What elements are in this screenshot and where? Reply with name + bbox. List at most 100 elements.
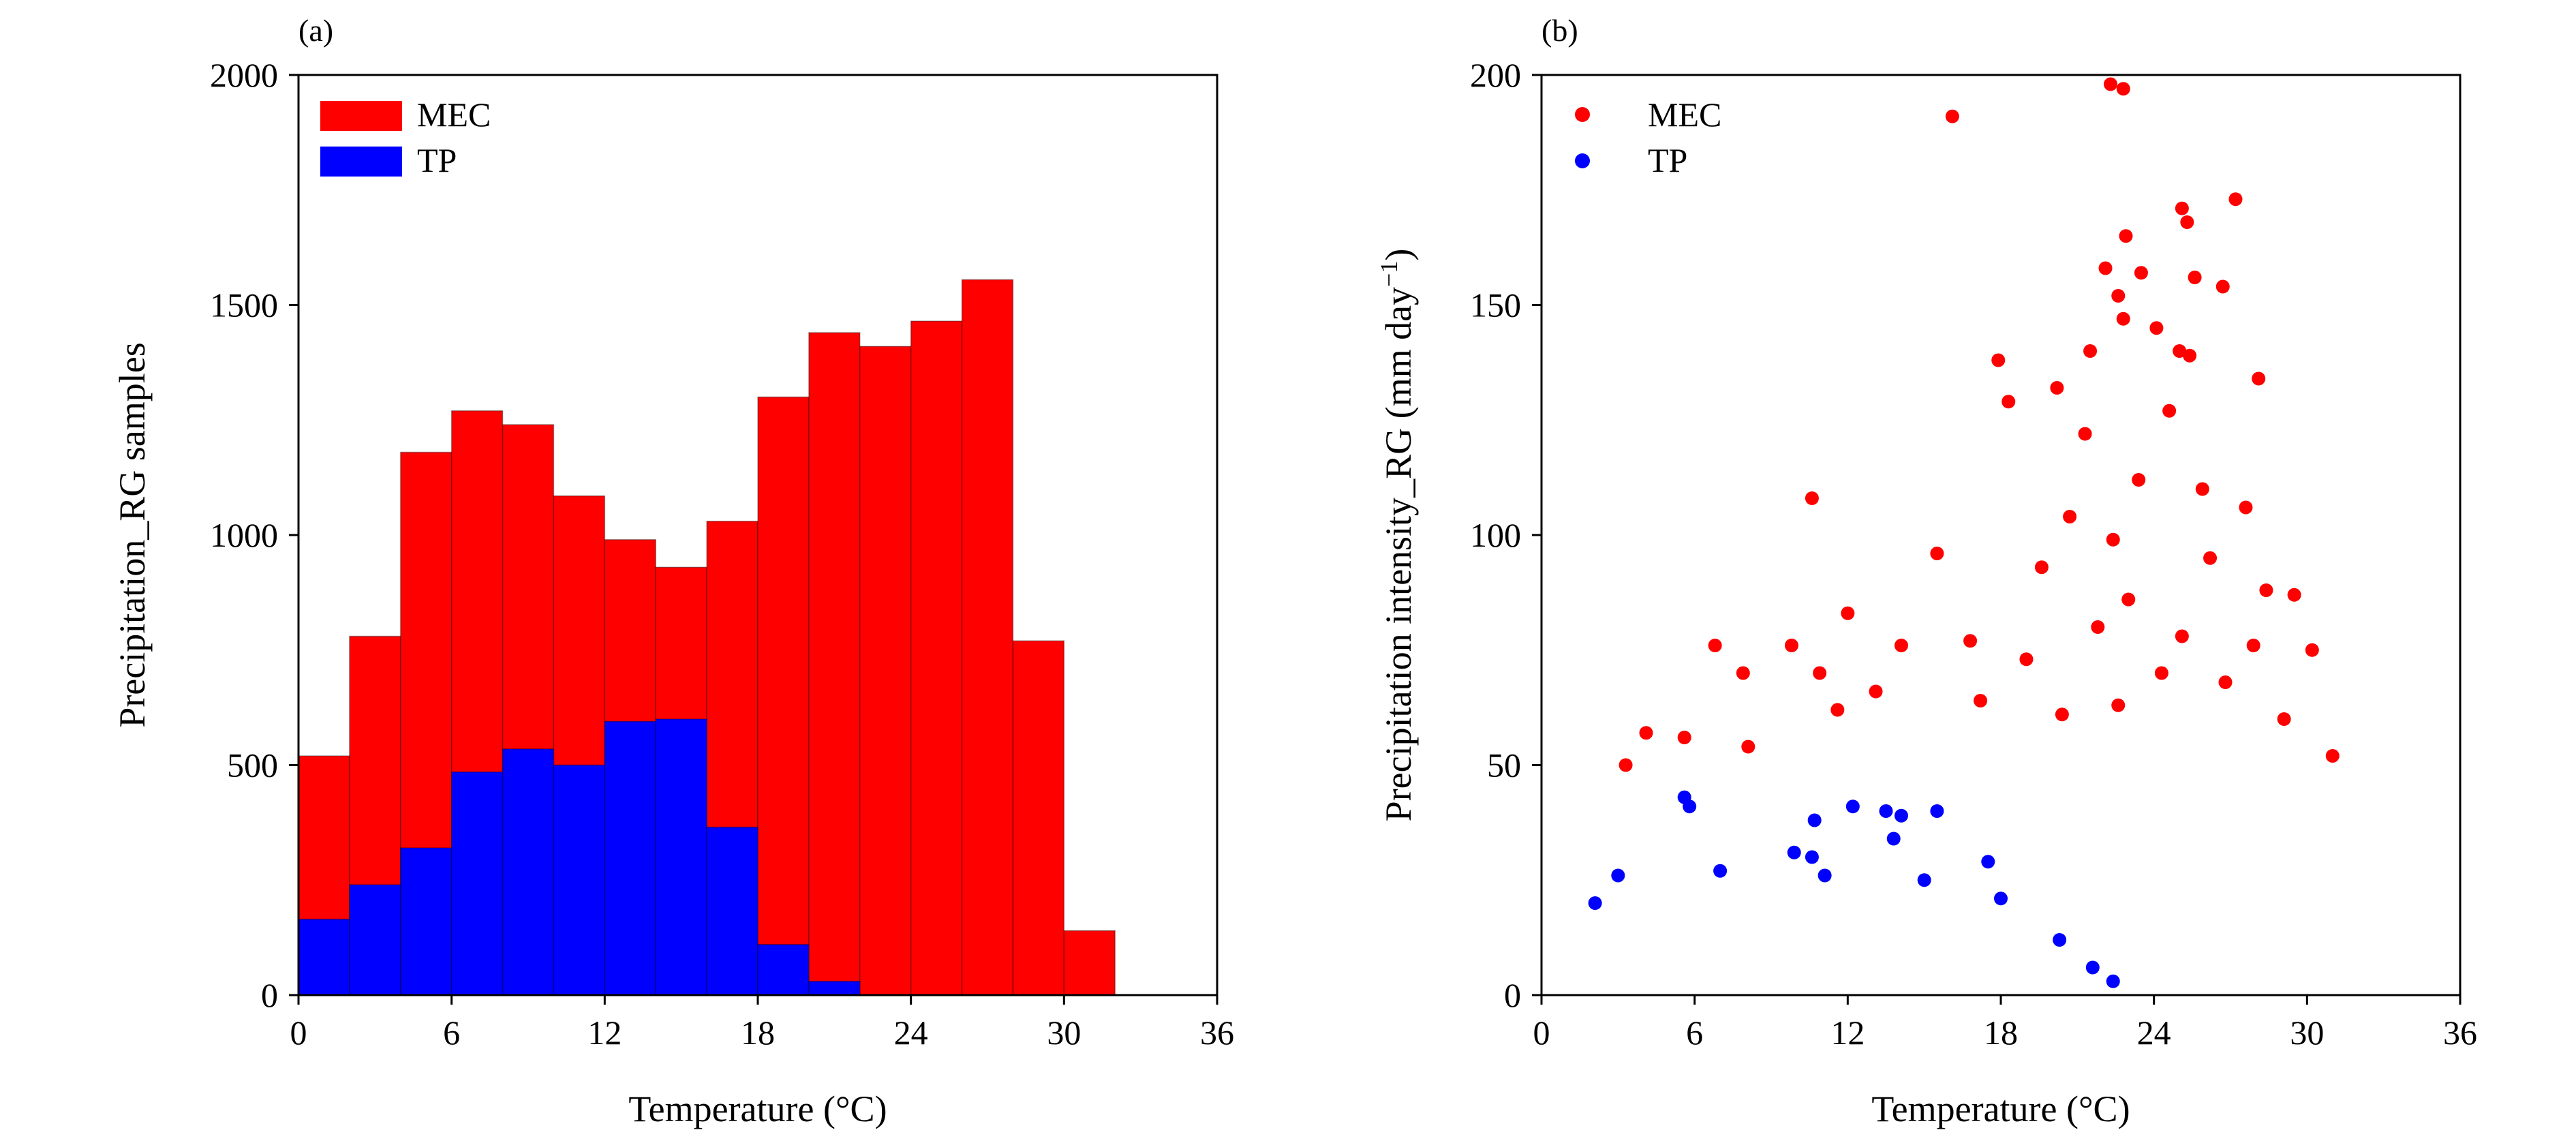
point-tp bbox=[1818, 868, 1832, 883]
point-mec bbox=[2132, 473, 2146, 487]
point-mec bbox=[2119, 229, 2133, 243]
panel-b-ylabel: Precipitation intensity_RG (mm day−1) bbox=[1375, 249, 1419, 822]
point-mec bbox=[1930, 547, 1944, 560]
legend-swatch-tp bbox=[320, 147, 402, 177]
point-mec bbox=[2121, 592, 2136, 607]
bar-tp bbox=[808, 981, 861, 996]
panel-a-xtick-label: 30 bbox=[1047, 1014, 1081, 1052]
point-tp bbox=[1879, 804, 1893, 818]
bar-tp bbox=[450, 771, 504, 996]
point-mec bbox=[2175, 201, 2189, 215]
bar-mec bbox=[808, 332, 861, 996]
point-tp bbox=[1930, 804, 1944, 818]
point-mec bbox=[2218, 675, 2233, 689]
bar-tp bbox=[502, 748, 555, 996]
panel-b-ylabel-sup: −1 bbox=[1375, 261, 1402, 287]
point-mec bbox=[1784, 639, 1798, 652]
point-mec bbox=[2034, 560, 2049, 575]
point-mec bbox=[2063, 510, 2077, 523]
panel-b-ytick-label: 50 bbox=[1487, 746, 1521, 784]
point-mec bbox=[1619, 758, 1633, 772]
bar-mec bbox=[757, 396, 810, 996]
panel-b-ytick-label: 150 bbox=[1470, 286, 1521, 324]
panel-b-xtick-label: 0 bbox=[1533, 1014, 1550, 1052]
panel-a-ytick-label: 0 bbox=[261, 976, 278, 1014]
point-mec bbox=[1869, 684, 1883, 699]
point-mec bbox=[2002, 395, 2016, 409]
point-tp bbox=[1588, 896, 1602, 910]
point-mec bbox=[2116, 311, 2130, 326]
panel-b-axes: 0 6 12 18 24 30 36 0 50 100 150 200 bbox=[1470, 56, 2477, 1052]
point-mec bbox=[1708, 639, 1722, 652]
point-mec bbox=[2173, 344, 2187, 358]
point-tp bbox=[2085, 960, 2100, 975]
point-mec bbox=[1963, 634, 1978, 648]
legend-label-tp-b: TP bbox=[1648, 141, 1687, 179]
point-mec bbox=[1677, 731, 1691, 744]
panel-b-scatter: (b) 0 6 12 18 24 30 36 0 50 100 150 200 Temperature… bbox=[1375, 13, 2477, 1129]
panel-a-axes: 0 6 12 18 24 30 36 0 500 1000 1500 2000 bbox=[210, 56, 1234, 1052]
point-mec bbox=[1805, 491, 1819, 505]
point-mec bbox=[2104, 77, 2118, 91]
point-mec bbox=[1639, 726, 1653, 740]
point-mec bbox=[2091, 620, 2105, 634]
panel-b-ytick-label: 200 bbox=[1470, 56, 1521, 94]
point-mec bbox=[1741, 740, 1755, 754]
panel-b-xlabel: Temperature (°C) bbox=[1871, 1088, 2130, 1129]
point-mec bbox=[2083, 344, 2098, 358]
legend-swatch-mec bbox=[320, 101, 402, 131]
point-mec bbox=[2154, 666, 2168, 680]
point-mec bbox=[2162, 403, 2177, 418]
bar-tp bbox=[298, 918, 350, 996]
panel-a-ytick-label: 1000 bbox=[210, 516, 278, 554]
bar-tp bbox=[706, 826, 758, 996]
panel-b-xtick-label: 30 bbox=[2290, 1014, 2324, 1052]
point-mec bbox=[2098, 261, 2113, 275]
point-tp bbox=[1894, 808, 1908, 823]
legend-label-mec-b: MEC bbox=[1648, 95, 1721, 134]
panel-a-xtick-label: 0 bbox=[290, 1014, 307, 1052]
point-tp bbox=[1805, 850, 1819, 864]
point-mec bbox=[2106, 532, 2120, 547]
bar-tp bbox=[757, 944, 810, 996]
legend-marker-tp bbox=[1575, 153, 1590, 168]
legend-marker-mec bbox=[1575, 107, 1590, 122]
point-tp bbox=[1994, 891, 2008, 906]
point-mec bbox=[2325, 749, 2340, 763]
point-mec bbox=[2134, 266, 2148, 280]
point-mec bbox=[1974, 694, 1988, 707]
panel-b-xtick-label: 36 bbox=[2443, 1014, 2477, 1052]
panel-a-bars bbox=[298, 279, 1116, 996]
panel-a-xtick-label: 12 bbox=[587, 1014, 622, 1052]
point-tp bbox=[1683, 799, 1697, 814]
panel-b-xtick-label: 6 bbox=[1686, 1014, 1703, 1052]
legend-label-tp: TP bbox=[417, 141, 457, 179]
point-mec bbox=[1736, 666, 1750, 680]
bar-mec bbox=[961, 279, 1014, 996]
panel-a-ylabel: Precipitation_RG samples bbox=[112, 342, 153, 727]
point-mec bbox=[1813, 666, 1827, 680]
point-mec bbox=[2116, 82, 2130, 96]
panel-b-xtick-label: 12 bbox=[1830, 1014, 1865, 1052]
bar-tp bbox=[400, 847, 453, 996]
point-mec bbox=[2305, 643, 2319, 657]
panel-b-ylabel-tail: ) bbox=[1378, 249, 1419, 261]
point-tp bbox=[1981, 855, 1995, 869]
point-tp bbox=[1807, 813, 1822, 827]
panel-b-legend: MEC TP bbox=[1575, 95, 1721, 179]
panel-a-xtick-label: 36 bbox=[1200, 1014, 1234, 1052]
point-mec bbox=[2050, 381, 2064, 395]
point-mec bbox=[2180, 215, 2194, 229]
panel-b-xtick-label: 18 bbox=[1984, 1014, 2018, 1052]
point-mec bbox=[2055, 707, 2069, 722]
point-tp bbox=[1611, 868, 1625, 883]
point-mec bbox=[2195, 482, 2209, 496]
panel-a-xtick-label: 6 bbox=[443, 1014, 460, 1052]
panel-a-ytick-label: 2000 bbox=[210, 56, 278, 94]
point-mec bbox=[1991, 353, 2006, 367]
panel-b-points bbox=[1542, 77, 2460, 996]
point-tp bbox=[1845, 799, 1860, 814]
point-tp bbox=[1787, 845, 1801, 859]
point-tp bbox=[1886, 832, 1901, 846]
